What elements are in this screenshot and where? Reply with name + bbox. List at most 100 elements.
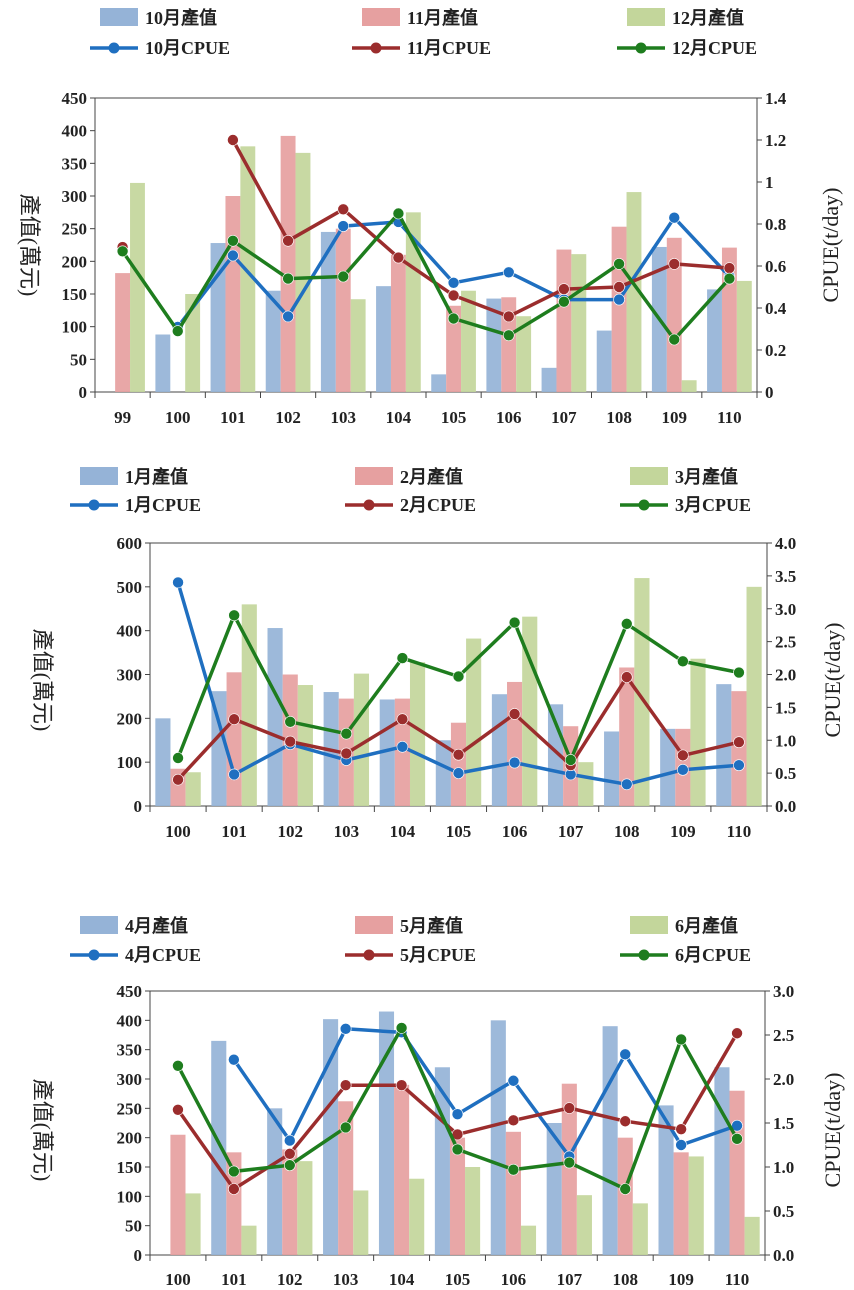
line-point-3 bbox=[675, 1033, 687, 1046]
bar-1 bbox=[155, 718, 171, 806]
x-tick-label: 100 bbox=[165, 822, 191, 841]
bar-1 bbox=[596, 330, 612, 392]
y2-tick-label: 3.0 bbox=[773, 982, 794, 1001]
bar-3 bbox=[350, 299, 366, 392]
bar-3 bbox=[681, 380, 697, 392]
bar-3 bbox=[466, 638, 482, 806]
bar-1 bbox=[435, 740, 451, 806]
line-point-1 bbox=[733, 759, 745, 772]
y2-tick-label: 0.5 bbox=[775, 764, 796, 783]
bar-2 bbox=[335, 228, 351, 392]
legend-swatch-marker bbox=[108, 42, 120, 54]
bar-1 bbox=[155, 334, 171, 392]
line-point-3 bbox=[228, 609, 240, 622]
line-point-3 bbox=[451, 1143, 464, 1156]
y2-tick-label: 4.0 bbox=[775, 534, 796, 553]
legend-swatch-bar bbox=[80, 467, 118, 485]
line-point-3 bbox=[452, 670, 465, 683]
bar-1 bbox=[378, 1011, 395, 1255]
legend-swatch-bar bbox=[630, 467, 668, 485]
line-point-2 bbox=[282, 235, 294, 247]
bar-1 bbox=[541, 367, 557, 392]
bar-1 bbox=[267, 628, 283, 806]
y-tick-label: 400 bbox=[62, 122, 88, 141]
line-point-1 bbox=[396, 741, 409, 753]
x-tick-label: 106 bbox=[501, 1270, 527, 1289]
bar-3 bbox=[522, 616, 538, 806]
bar-2 bbox=[282, 1149, 298, 1255]
y2-axis-title: CPUE(t/day) bbox=[818, 188, 843, 303]
x-tick-label: 102 bbox=[275, 408, 301, 427]
y2-tick-label: 1.2 bbox=[765, 131, 786, 150]
x-tick-label: 109 bbox=[662, 408, 688, 427]
line-point-3 bbox=[392, 207, 405, 220]
line-point-2 bbox=[620, 671, 633, 683]
bar-1 bbox=[434, 1067, 450, 1255]
legend-swatch-marker bbox=[635, 42, 647, 54]
chart-1: 0 50 100 150 200 250 300 350 400 450 0 0.2 0.4 0.6 0.8… bbox=[17, 7, 843, 427]
line-point-1 bbox=[172, 576, 184, 589]
line-point-3 bbox=[668, 333, 681, 346]
line-point-1 bbox=[451, 1108, 464, 1120]
bar-1 bbox=[211, 691, 227, 806]
y-tick-label: 300 bbox=[62, 187, 88, 206]
legend-swatch-marker bbox=[370, 42, 382, 54]
bar-2 bbox=[280, 135, 296, 393]
line-point-3 bbox=[395, 1022, 408, 1034]
line-point-3 bbox=[558, 295, 570, 308]
line-point-3 bbox=[337, 270, 350, 283]
x-tick-label: 104 bbox=[389, 1270, 415, 1289]
legend-swatch-bar bbox=[355, 467, 393, 485]
y2-tick-label: 3.5 bbox=[775, 567, 796, 586]
x-tick-label: 107 bbox=[551, 408, 577, 427]
y-tick-label: 0 bbox=[134, 797, 143, 816]
legend-label: 12月產值 bbox=[672, 7, 744, 28]
y-tick-label: 350 bbox=[62, 154, 88, 173]
y-tick-label: 600 bbox=[117, 534, 143, 553]
y2-tick-label: 2.5 bbox=[773, 1026, 794, 1045]
y-tick-label: 200 bbox=[117, 1129, 143, 1148]
line-point-1 bbox=[283, 1134, 296, 1147]
line-point-2 bbox=[340, 747, 353, 760]
y2-tick-label: 0.5 bbox=[773, 1202, 794, 1221]
line-point-1 bbox=[337, 220, 350, 232]
line-point-2 bbox=[619, 1115, 632, 1128]
y-tick-label: 250 bbox=[117, 1099, 143, 1118]
line-point-1 bbox=[677, 764, 689, 776]
line-point-3 bbox=[733, 666, 745, 679]
y-axis-title: 產值(萬元) bbox=[30, 629, 55, 732]
line-point-1 bbox=[502, 266, 515, 279]
x-tick-label: 105 bbox=[446, 822, 472, 841]
bar-1 bbox=[604, 731, 620, 806]
bar-1 bbox=[486, 298, 502, 392]
line-point-1 bbox=[675, 1139, 687, 1151]
x-tick-label: 109 bbox=[668, 1270, 694, 1289]
y2-tick-label: 3.0 bbox=[775, 600, 796, 619]
bar-3 bbox=[185, 1193, 201, 1255]
bar-3 bbox=[240, 146, 256, 392]
bar-3 bbox=[744, 1216, 760, 1255]
y-tick-label: 300 bbox=[117, 666, 143, 685]
y-tick-label: 0 bbox=[79, 383, 88, 402]
x-tick-label: 105 bbox=[445, 1270, 471, 1289]
x-tick-label: 100 bbox=[165, 408, 191, 427]
line-point-2 bbox=[337, 203, 350, 216]
line-point-2 bbox=[563, 1102, 576, 1114]
bar-1 bbox=[707, 289, 722, 392]
legend-swatch-bar bbox=[630, 916, 668, 934]
x-tick-label: 100 bbox=[165, 1270, 191, 1289]
line-point-1 bbox=[227, 249, 239, 262]
y2-axis-title: CPUE(t/day) bbox=[820, 1073, 845, 1188]
legend-swatch-marker bbox=[363, 499, 375, 511]
line-point-1 bbox=[507, 1074, 520, 1087]
line-point-3 bbox=[340, 727, 353, 740]
legend-label: 5月產值 bbox=[400, 915, 463, 936]
line-point-1 bbox=[613, 293, 625, 306]
line-point-2 bbox=[172, 773, 184, 786]
series-line-2 bbox=[231, 139, 730, 319]
y2-tick-label: 2.5 bbox=[775, 633, 796, 652]
line-point-2 bbox=[395, 1079, 408, 1091]
line-point-2 bbox=[507, 1114, 520, 1127]
line-point-1 bbox=[620, 778, 633, 791]
line-point-2 bbox=[508, 708, 521, 720]
